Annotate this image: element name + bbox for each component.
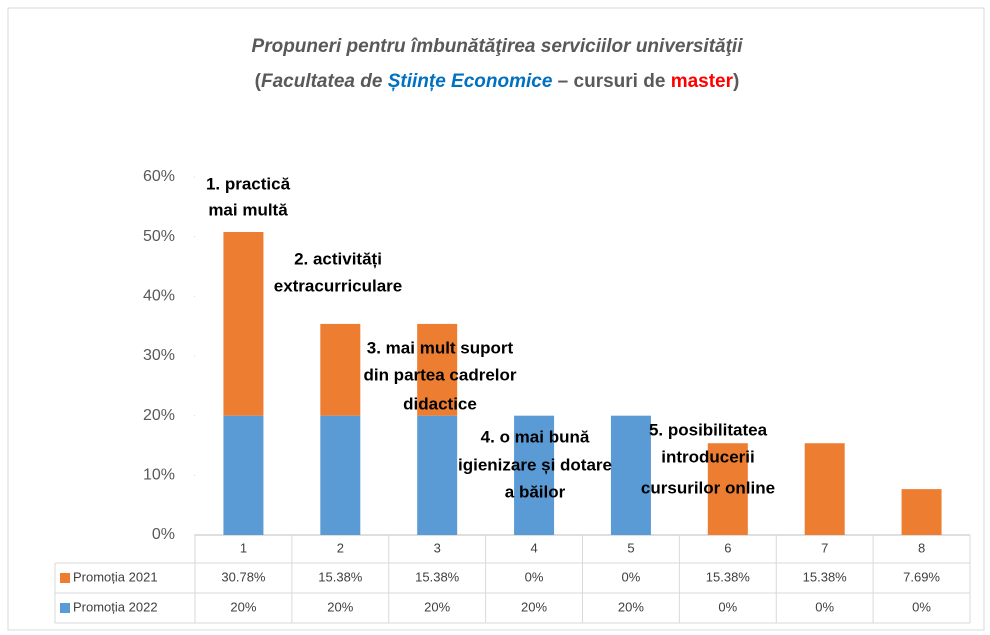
- annotation: 2. activități: [294, 249, 382, 268]
- legend-swatch: [60, 573, 70, 583]
- bar: [804, 443, 845, 535]
- legend-label: Promoția 2022: [73, 599, 158, 614]
- data-label: 0%: [525, 569, 544, 584]
- annotation: introducerii: [661, 447, 755, 466]
- subtitle-part: master: [671, 71, 734, 92]
- x-tick-label: 1: [240, 540, 247, 555]
- data-label: 15.38%: [803, 569, 848, 584]
- bar: [707, 443, 748, 535]
- annotation: cursurilor online: [641, 478, 775, 497]
- x-tick-label: 7: [821, 540, 828, 555]
- y-tick-label: 30%: [143, 347, 175, 364]
- data-label: 0%: [622, 569, 641, 584]
- data-label: 7.69%: [903, 569, 940, 584]
- annotation: extracurriculare: [274, 276, 403, 295]
- bar: [417, 415, 458, 535]
- x-tick-label: 4: [530, 540, 537, 555]
- annotation: mai multă: [208, 200, 288, 219]
- subtitle-part: Științe Economice: [388, 71, 553, 92]
- bar: [320, 415, 361, 535]
- data-label: 20%: [424, 599, 450, 614]
- chart-title: Propuneri pentru îmbunătăţirea serviciil…: [252, 36, 744, 57]
- x-tick-label: 2: [337, 540, 344, 555]
- subtitle-part: – cursuri de: [552, 71, 670, 92]
- annotation: a băilor: [505, 482, 566, 501]
- data-label: 20%: [327, 599, 353, 614]
- y-tick-label: 10%: [143, 467, 175, 484]
- bar: [610, 415, 651, 535]
- data-label: 0%: [718, 599, 737, 614]
- data-label: 0%: [912, 599, 931, 614]
- annotation: 3. mai mult suport: [367, 338, 514, 357]
- y-tick-label: 60%: [143, 168, 175, 185]
- bar: [320, 323, 361, 416]
- annotation: igienizare și dotare: [458, 455, 612, 474]
- bar: [417, 323, 458, 416]
- subtitle-part: (: [255, 71, 262, 92]
- chart-subtitle: (Facultatea de Științe Economice – cursu…: [255, 71, 740, 92]
- data-label: 15.38%: [318, 569, 363, 584]
- annotation: 1. practică: [206, 174, 291, 193]
- y-tick-label: 20%: [143, 407, 175, 424]
- annotation: 4. o mai bună: [481, 427, 590, 446]
- data-label: 20%: [230, 599, 256, 614]
- bar: [223, 415, 264, 535]
- legend-swatch: [60, 603, 70, 613]
- data-label: 15.38%: [706, 569, 751, 584]
- data-label: 15.38%: [415, 569, 460, 584]
- x-tick-label: 6: [724, 540, 731, 555]
- subtitle-part: Facultatea de: [261, 71, 388, 92]
- annotation: didactice: [403, 394, 477, 413]
- data-label: 0%: [815, 599, 834, 614]
- legend-label: Promoția 2021: [73, 569, 158, 584]
- data-label: 20%: [618, 599, 644, 614]
- bar: [223, 232, 264, 416]
- bar: [901, 489, 942, 535]
- x-tick-label: 3: [434, 540, 441, 555]
- x-tick-label: 5: [627, 540, 634, 555]
- y-tick-label: 50%: [143, 228, 175, 245]
- annotation: 5. posibilitatea: [649, 420, 768, 439]
- y-tick-label: 40%: [143, 288, 175, 305]
- y-tick-label: 0%: [152, 526, 175, 543]
- subtitle-part: ): [733, 71, 739, 92]
- bar: [514, 415, 555, 535]
- x-tick-label: 8: [918, 540, 925, 555]
- data-label: 30.78%: [221, 569, 266, 584]
- annotation: din partea cadrelor: [363, 365, 516, 384]
- data-label: 20%: [521, 599, 547, 614]
